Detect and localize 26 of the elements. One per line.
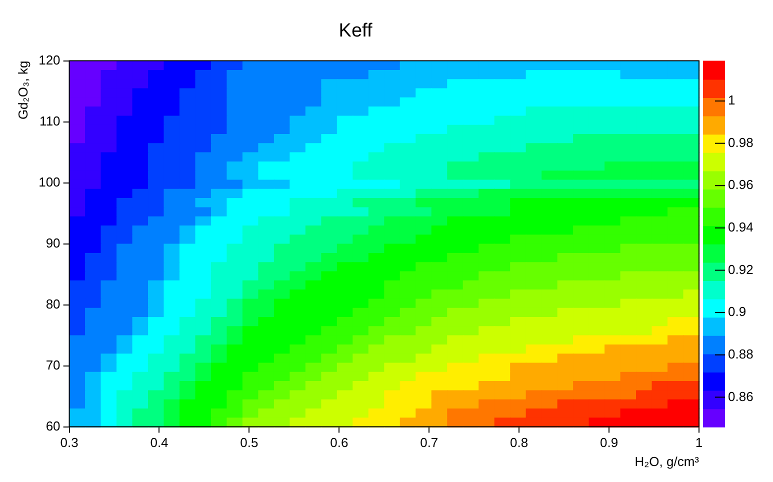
- y-tick-label: 70: [46, 357, 60, 372]
- chart-title: Keff: [338, 20, 373, 42]
- x-tick-label: 0.9: [600, 435, 618, 450]
- color-bar-label: 0.88: [728, 346, 754, 362]
- x-tick-label: 1: [695, 435, 703, 450]
- y-tick-label: 60: [46, 418, 60, 434]
- x-tick-label: 0.8: [510, 435, 528, 450]
- color-bar-label: 0.98: [728, 134, 754, 150]
- x-axis-title: H₂O, g/cm³: [634, 454, 700, 469]
- y-tick-label: 120: [38, 52, 60, 68]
- color-bar-label: 0.92: [728, 262, 754, 277]
- x-tick-label: 0.6: [330, 435, 348, 450]
- color-bar-label: 0.96: [728, 177, 754, 192]
- y-tick-label: 80: [46, 296, 60, 312]
- color-bar-label: 0.9: [728, 304, 746, 320]
- y-tick-label: 100: [38, 174, 60, 190]
- color-bar-label: 0.94: [728, 220, 754, 235]
- color-bar-label: 1: [728, 92, 736, 108]
- y-tick-label: 90: [46, 235, 60, 250]
- y-tick-label: 110: [40, 113, 60, 128]
- x-tick-label: 0.5: [240, 435, 258, 450]
- color-bar-label: 0.86: [728, 388, 754, 404]
- x-tick-label: 0.3: [60, 435, 78, 450]
- y-axis-title: Gd₂O₃, kg: [15, 60, 30, 120]
- x-tick-label: 0.7: [420, 435, 438, 450]
- x-tick-label: 0.4: [150, 435, 168, 450]
